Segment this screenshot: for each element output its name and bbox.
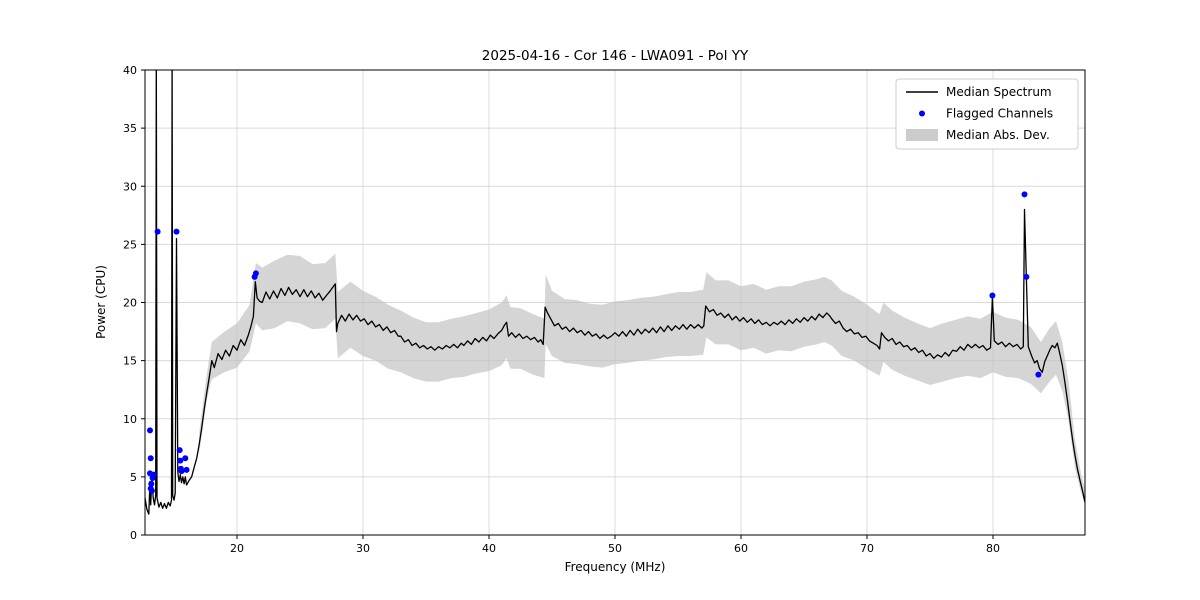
- flagged-channel-dot: [176, 447, 183, 454]
- x-tick-label: 50: [608, 542, 622, 555]
- flagged-channel-dot: [1023, 273, 1030, 280]
- y-tick-label: 0: [130, 529, 137, 542]
- median-spectrum-line: [145, 70, 1085, 515]
- legend-label: Median Spectrum: [946, 85, 1052, 99]
- mad-band: [199, 253, 1085, 505]
- flagged-channel-dot: [150, 471, 157, 478]
- y-tick-label: 15: [123, 355, 137, 368]
- y-tick-label: 35: [123, 122, 137, 135]
- legend-label: Flagged Channels: [946, 107, 1053, 121]
- flagged-channel-dot: [182, 455, 189, 462]
- y-axis-label: Power (CPU): [94, 265, 108, 339]
- flagged-channel-dot: [177, 457, 184, 464]
- x-tick-label: 40: [482, 542, 496, 555]
- flagged-channel-dot: [154, 228, 161, 235]
- y-tick-label: 5: [130, 471, 137, 484]
- x-tick-label: 20: [230, 542, 244, 555]
- flagged-channel-dot: [178, 468, 185, 475]
- flagged-channel-dot: [147, 427, 153, 434]
- flagged-channel-dot: [1021, 191, 1028, 198]
- plot-title: 2025-04-16 - Cor 146 - LWA091 - Pol YY: [481, 48, 749, 64]
- flagged-channel-dot: [148, 487, 155, 494]
- flagged-channel-dot: [252, 270, 259, 277]
- y-tick-label: 20: [123, 297, 137, 310]
- flagged-channel-dot: [989, 292, 996, 299]
- x-tick-label: 30: [356, 542, 370, 555]
- x-axis-label: Frequency (MHz): [564, 560, 666, 574]
- legend-marker-sample: [919, 110, 925, 117]
- legend: Median Spectrum Flagged Channels Median Ab…: [895, 78, 1079, 150]
- x-tick-label: 80: [986, 542, 1000, 555]
- y-tick-label: 25: [123, 238, 137, 251]
- legend-label: Median Abs. Dev.: [946, 128, 1050, 142]
- x-tick-label: 70: [860, 542, 874, 555]
- flagged-channel-dot: [183, 466, 190, 473]
- flagged-channel-dot: [148, 480, 155, 487]
- flagged-channel-dot: [173, 228, 180, 235]
- legend-box: [895, 78, 1079, 150]
- flagged-channel-dot: [147, 455, 154, 462]
- y-tick-label: 40: [123, 64, 137, 77]
- flagged-channel-dot: [1035, 371, 1042, 378]
- legend-patch-sample: [906, 129, 938, 141]
- x-tick-label: 60: [734, 542, 748, 555]
- y-tick-label: 30: [123, 180, 137, 193]
- y-tick-label: 10: [123, 413, 137, 426]
